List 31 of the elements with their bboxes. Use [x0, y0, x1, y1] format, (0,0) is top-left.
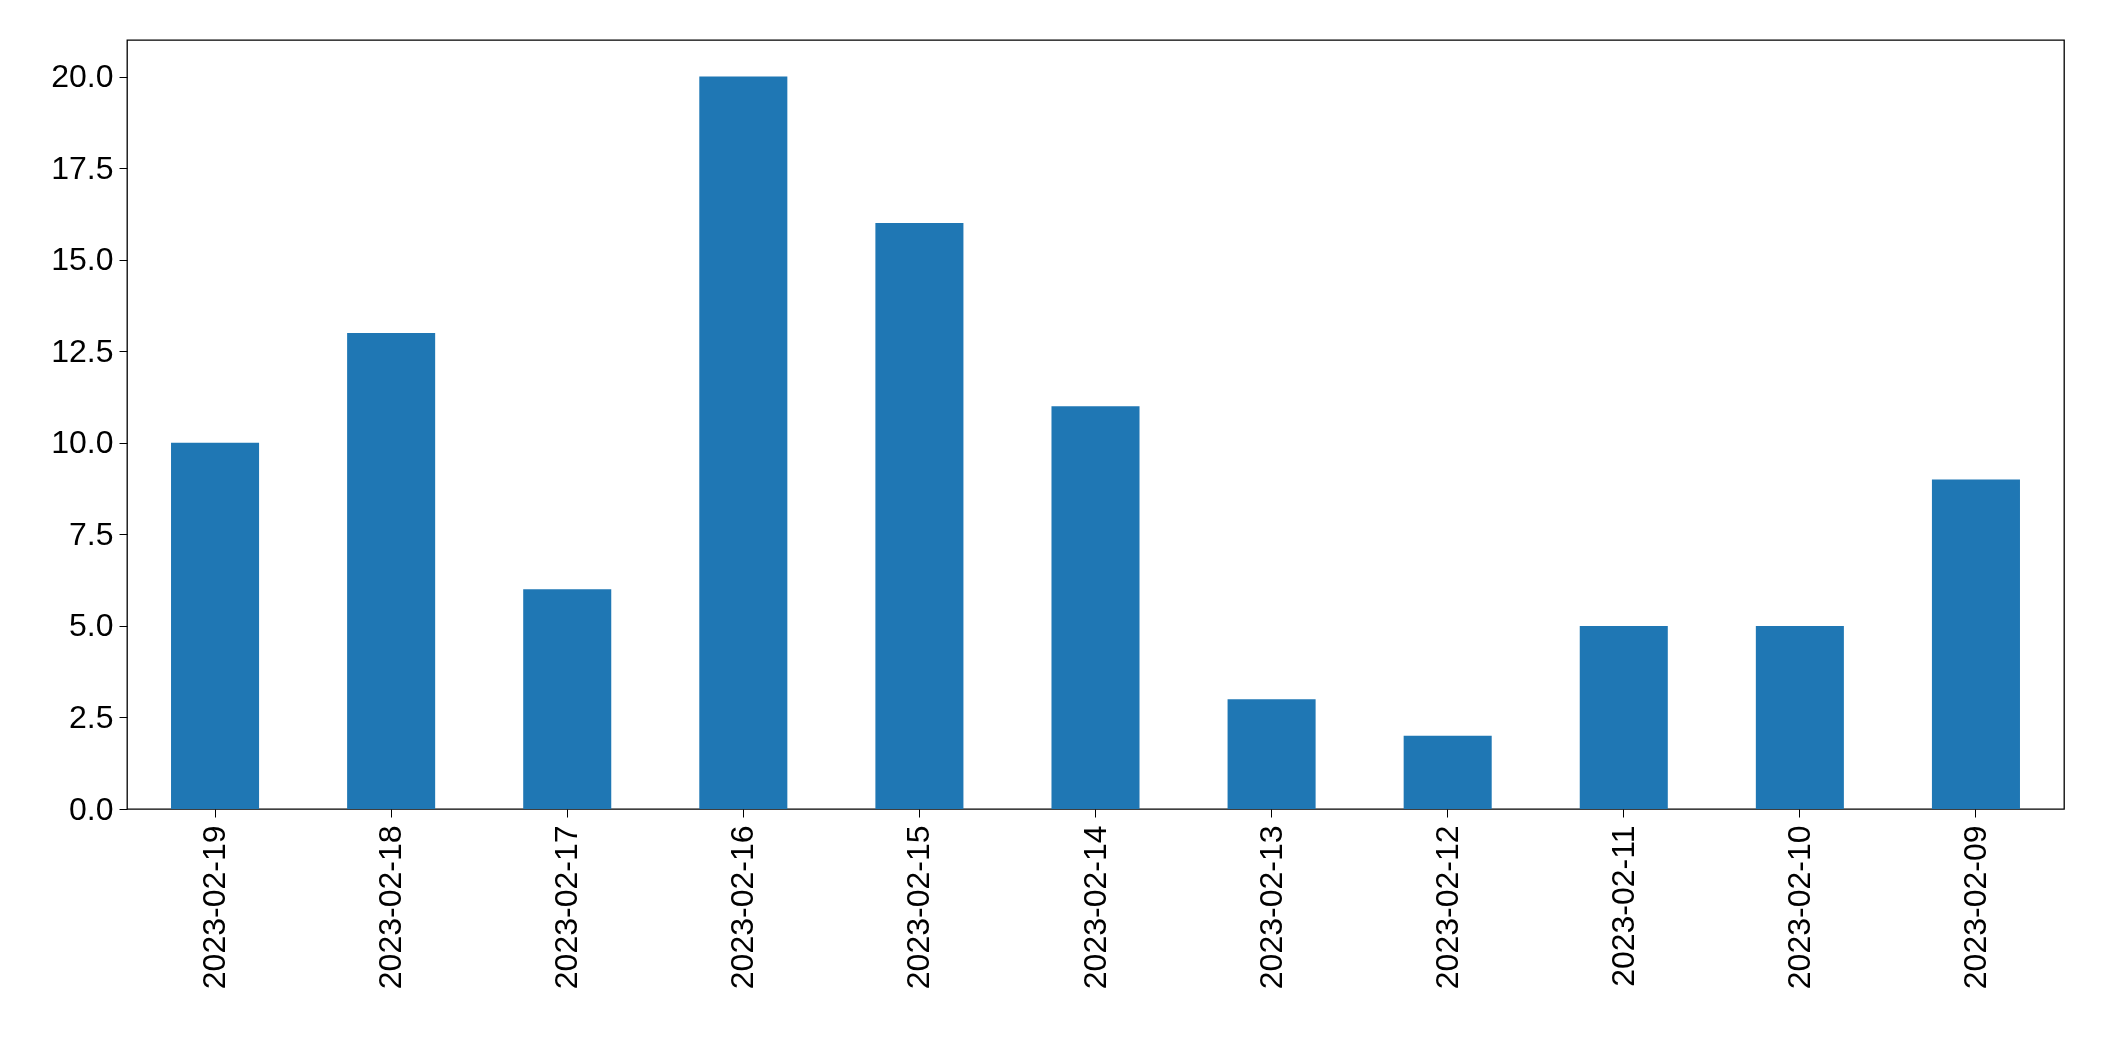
bar: [875, 223, 964, 809]
y-tick-label: 15.0: [51, 241, 114, 278]
bar: [1755, 625, 1844, 809]
y-tick-label: 0.0: [69, 790, 114, 827]
x-tick-label: 2023-02-15: [900, 825, 937, 990]
bar: [1931, 479, 2020, 809]
x-tick-label: 2023-02-11: [1604, 825, 1641, 987]
x-tick-label: 2023-02-17: [548, 825, 585, 990]
bar: [171, 442, 260, 809]
x-tick-label: 2023-02-18: [372, 825, 409, 990]
y-tick-label: 10.0: [51, 424, 114, 461]
bar: [1579, 625, 1668, 809]
x-tick-label: 2023-02-13: [1252, 825, 1289, 990]
x-tick-label: 2023-02-19: [196, 825, 233, 990]
y-tick-label: 5.0: [69, 607, 114, 644]
bar: [1051, 406, 1140, 809]
y-tick-label: 12.5: [51, 332, 114, 369]
x-tick-label: 2023-02-14: [1076, 825, 1113, 990]
y-tick-label: 20.0: [51, 58, 114, 95]
bar: [1227, 699, 1316, 809]
bar: [699, 76, 788, 809]
bar: [523, 589, 612, 809]
x-tick-label: 2023-02-16: [724, 825, 761, 990]
y-tick-label: 17.5: [51, 149, 114, 186]
x-tick-label: 2023-02-09: [1956, 825, 1993, 990]
bar: [347, 332, 436, 809]
y-tick-label: 2.5: [69, 698, 114, 735]
x-tick-label: 2023-02-10: [1780, 825, 1817, 990]
bar: [1403, 735, 1492, 809]
y-tick-label: 7.5: [69, 515, 114, 552]
x-tick-label: 2023-02-12: [1428, 825, 1465, 990]
